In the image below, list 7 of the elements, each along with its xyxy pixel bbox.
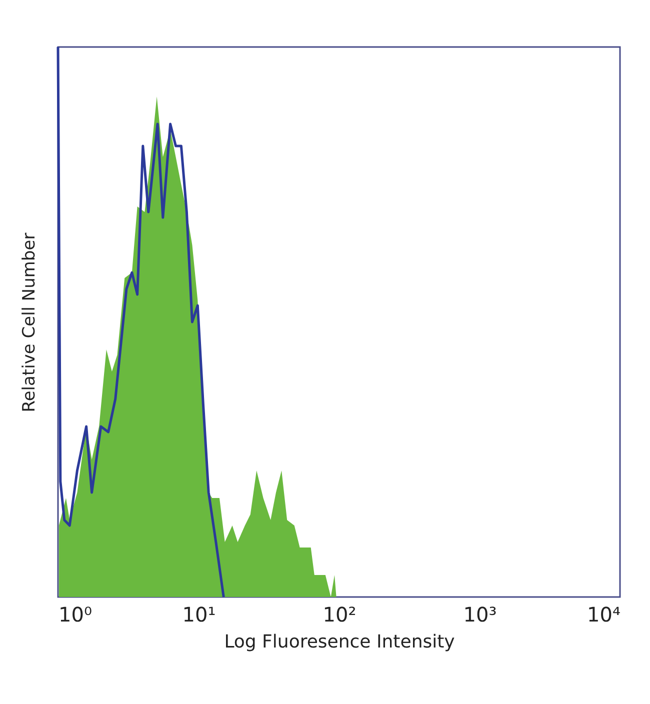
x-tick-label: 10⁴ bbox=[587, 602, 620, 626]
x-tick-label: 10¹ bbox=[182, 602, 216, 626]
x-axis-title: Log Fluoresence Intensity bbox=[224, 632, 456, 652]
x-tick-label: 10⁰ bbox=[58, 602, 92, 626]
y-axis-title: Relative Cell Number bbox=[20, 232, 40, 412]
x-tick-label: 10² bbox=[322, 602, 356, 626]
x-tick-label: 10³ bbox=[463, 602, 497, 626]
